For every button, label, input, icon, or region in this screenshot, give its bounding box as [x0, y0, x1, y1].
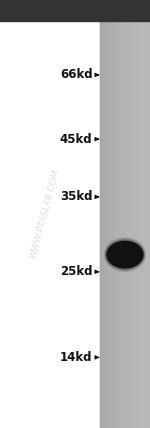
Ellipse shape	[105, 238, 145, 271]
Text: 25kd: 25kd	[60, 265, 93, 278]
Bar	[112, 21, 114, 428]
Bar	[111, 21, 112, 428]
Bar	[119, 21, 120, 428]
Bar	[146, 21, 147, 428]
Ellipse shape	[107, 241, 143, 268]
Bar	[110, 21, 111, 428]
Bar	[125, 21, 126, 428]
Bar	[123, 21, 124, 428]
Bar	[142, 21, 144, 428]
Bar	[120, 21, 121, 428]
Bar	[134, 21, 135, 428]
Text: 14kd: 14kd	[60, 351, 93, 364]
Text: 35kd: 35kd	[60, 190, 93, 203]
Text: 66kd: 66kd	[60, 68, 93, 81]
Bar	[128, 21, 129, 428]
Bar	[104, 21, 105, 428]
Text: 45kd: 45kd	[60, 133, 93, 146]
Bar	[132, 21, 134, 428]
Bar	[126, 21, 128, 428]
Bar	[115, 21, 116, 428]
Bar	[145, 21, 146, 428]
Bar	[116, 21, 118, 428]
Bar	[141, 21, 142, 428]
Bar	[139, 21, 140, 428]
Ellipse shape	[106, 240, 144, 270]
Bar	[109, 21, 110, 428]
Bar	[138, 21, 139, 428]
Bar	[131, 21, 132, 428]
Bar	[103, 21, 104, 428]
Bar	[135, 21, 136, 428]
Bar	[100, 21, 150, 428]
Bar	[130, 21, 131, 428]
Bar	[118, 21, 119, 428]
Bar	[149, 21, 150, 428]
Bar	[124, 21, 125, 428]
Bar	[129, 21, 130, 428]
Bar	[100, 21, 101, 428]
Bar	[147, 21, 149, 428]
Bar	[140, 21, 141, 428]
Bar	[106, 21, 108, 428]
Bar	[101, 21, 103, 428]
Bar	[0, 0, 150, 21]
Bar	[136, 21, 138, 428]
Bar	[144, 21, 145, 428]
Text: WWW.PTASLAB.COM: WWW.PTASLAB.COM	[29, 169, 61, 259]
Bar	[105, 21, 106, 428]
Bar	[114, 21, 115, 428]
Bar	[121, 21, 123, 428]
Bar	[108, 21, 109, 428]
